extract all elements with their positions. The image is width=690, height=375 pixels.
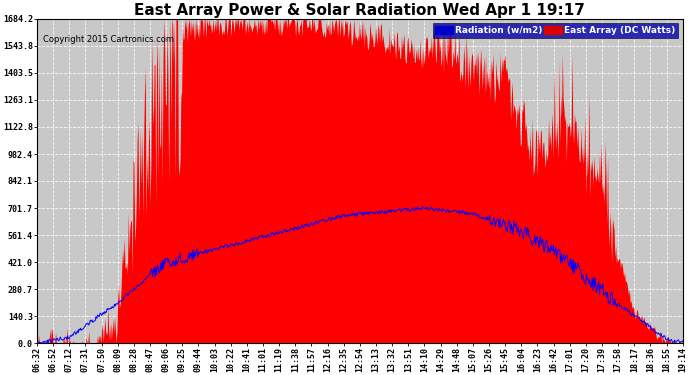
Legend: Radiation (w/m2), East Array (DC Watts): Radiation (w/m2), East Array (DC Watts) [433,24,678,38]
Title: East Array Power & Solar Radiation Wed Apr 1 19:17: East Array Power & Solar Radiation Wed A… [135,3,585,18]
Text: Copyright 2015 Cartronics.com: Copyright 2015 Cartronics.com [43,35,175,44]
